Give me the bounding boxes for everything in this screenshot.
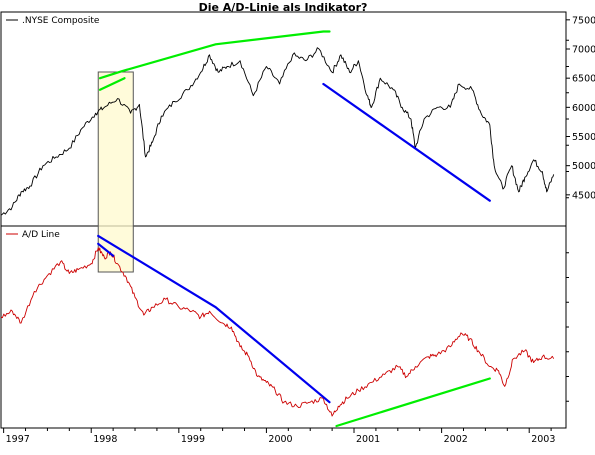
nyse-panel-legend-label: .NYSE Composite — [22, 16, 100, 26]
ad-panel-series-line — [0, 247, 555, 417]
ad-panel-trendline-1 — [97, 242, 115, 257]
x-tick-label: 2000 — [268, 434, 292, 445]
nyse-panel-ytick-label: 7500 — [572, 15, 595, 26]
nyse-panel-trendline-2 — [322, 82, 491, 202]
x-tick-label: 2002 — [444, 434, 468, 445]
x-tick-label: 2001 — [356, 434, 380, 445]
x-tick-label: 1999 — [181, 434, 205, 445]
nyse-panel-series-line — [0, 47, 555, 216]
ad-panel-trendline-0 — [97, 234, 331, 404]
nyse-panel-ytick-label: 5000 — [572, 161, 595, 172]
chart-title: Die A/D-Linie als Indikator? — [198, 1, 368, 14]
ad-panel-trendline-2 — [335, 377, 491, 428]
nyse-panel-ytick-label: 6000 — [572, 103, 595, 114]
nyse-panel-ytick-label: 4500 — [572, 190, 595, 201]
highlight-box — [97, 71, 134, 273]
nyse-panel-ytick-label: 5500 — [572, 132, 595, 143]
nyse-panel-ytick-label: 7000 — [572, 45, 595, 56]
plot-frame — [0, 11, 567, 429]
x-tick-label: 2003 — [531, 434, 555, 445]
nyse-panel-trendline-1 — [98, 77, 126, 91]
nyse-panel-ytick-label: 6500 — [572, 74, 595, 85]
nyse-panel-trendline-0 — [98, 30, 331, 80]
x-tick-label: 1998 — [93, 434, 117, 445]
x-tick-label: 1997 — [6, 434, 30, 445]
ad-panel-legend-label: A/D Line — [22, 230, 60, 240]
